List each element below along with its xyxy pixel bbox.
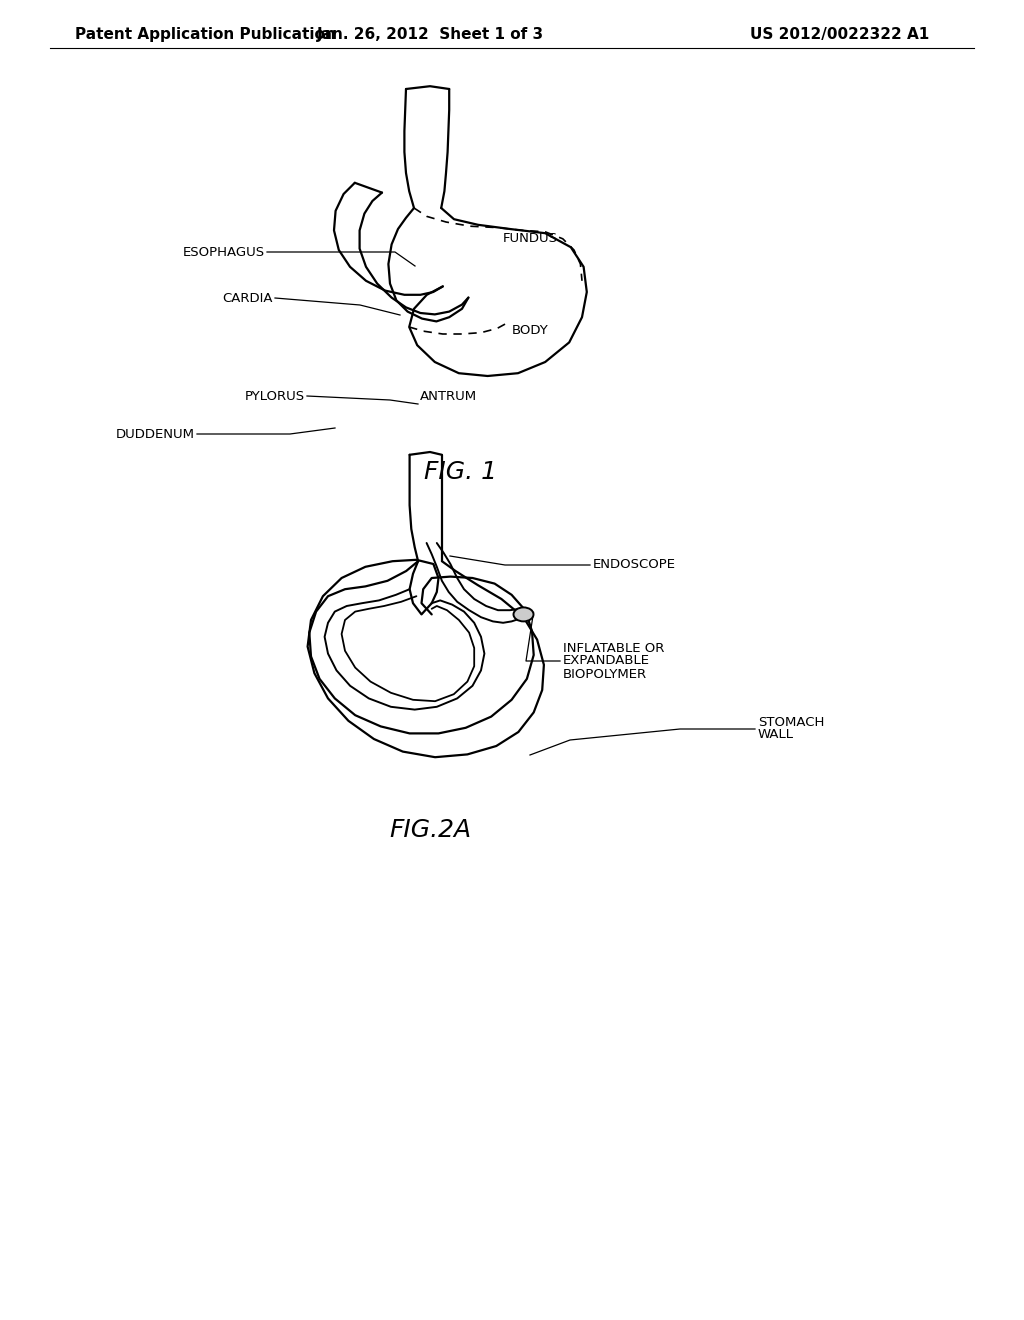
Text: FUNDUS: FUNDUS	[503, 231, 557, 244]
Text: STOMACH: STOMACH	[758, 715, 824, 729]
Text: BODY: BODY	[512, 323, 549, 337]
Text: ESOPHAGUS: ESOPHAGUS	[183, 246, 265, 259]
Text: Jan. 26, 2012  Sheet 1 of 3: Jan. 26, 2012 Sheet 1 of 3	[316, 28, 544, 42]
Text: FIG.2A: FIG.2A	[389, 818, 471, 842]
Text: Patent Application Publication: Patent Application Publication	[75, 28, 336, 42]
Text: CARDIA: CARDIA	[222, 292, 273, 305]
Text: WALL: WALL	[758, 729, 794, 742]
Text: EXPANDABLE: EXPANDABLE	[563, 655, 650, 668]
Text: ENDOSCOPE: ENDOSCOPE	[593, 558, 676, 572]
Text: DUDDENUM: DUDDENUM	[116, 428, 195, 441]
Text: BIOPOLYMER: BIOPOLYMER	[563, 668, 647, 681]
Text: PYLORUS: PYLORUS	[245, 389, 305, 403]
Text: US 2012/0022322 A1: US 2012/0022322 A1	[750, 28, 929, 42]
Ellipse shape	[513, 607, 534, 622]
Text: ANTRUM: ANTRUM	[420, 389, 477, 403]
Text: FIG. 1: FIG. 1	[424, 459, 497, 484]
Text: INFLATABLE OR: INFLATABLE OR	[563, 642, 665, 655]
